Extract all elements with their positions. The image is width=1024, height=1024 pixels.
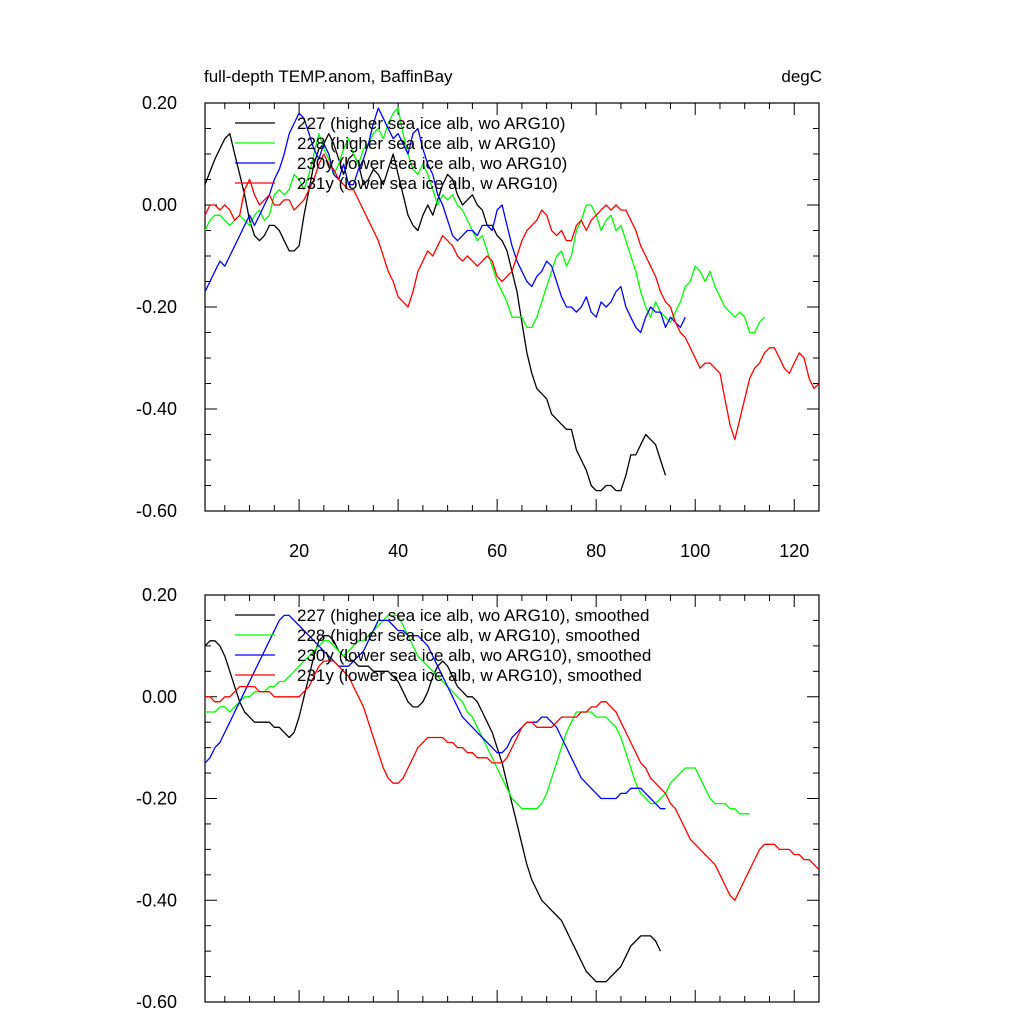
series-line-0 — [204, 635, 662, 983]
x-tick-label: 100 — [680, 541, 710, 561]
series-line-2 — [204, 107, 686, 334]
legend-label-3: 231y (lower sea ice alb, w ARG10) — [297, 174, 558, 193]
figure-title: full-depth TEMP.anom, BaffinBay — [204, 67, 453, 86]
series-line-1 — [204, 107, 765, 334]
bottom-panel: -0.60 -0.40 -0.20 0.00 0.20 227 (higher sea i… — [136, 585, 820, 1012]
y-tick-label: 0.00 — [142, 195, 177, 215]
series-line-3 — [205, 660, 820, 901]
legend-label-1: 228 (higher sea ice alb, w ARG10), smoot… — [297, 626, 640, 645]
y-tick-label: -0.20 — [136, 297, 177, 317]
x-tick-label: 40 — [388, 541, 408, 561]
x-tick-label: 60 — [487, 541, 507, 561]
units-label: degC — [781, 67, 822, 86]
legend-label-3: 231y (lower sea ice alb, w ARG10), smoot… — [297, 666, 642, 685]
y-tick-label: 0.00 — [142, 687, 177, 707]
legend-label-1: 228 (higher sea ice alb, w ARG10) — [297, 134, 556, 153]
x-tick-label: 80 — [586, 541, 606, 561]
x-tick-label: 120 — [779, 541, 809, 561]
y-tick-label: -0.60 — [136, 501, 177, 521]
y-tick-label: 0.20 — [142, 585, 177, 605]
y-tick-label: -0.40 — [136, 890, 177, 910]
series-line-1 — [205, 614, 750, 815]
legend-label-0: 227 (higher sea ice alb, wo ARG10) — [297, 114, 565, 133]
top-panel: -0.60 -0.40 -0.20 0.00 0.20 20 40 60 80 100 120 227… — [136, 93, 820, 561]
y-tick-label: 0.20 — [142, 93, 177, 113]
y-tick-label: -0.40 — [136, 399, 177, 419]
series-line-3 — [204, 153, 820, 441]
x-tick-label: 20 — [289, 541, 309, 561]
legend-label-2: 230y (lower sea ice alb, wo ARG10) — [297, 154, 567, 173]
legend-label-0: 227 (higher sea ice alb, wo ARG10), smoo… — [297, 606, 649, 625]
series-line-0 — [204, 132, 667, 492]
series-line-2 — [204, 614, 666, 810]
legend-label-2: 230y (lower sea ice alb, wo ARG10), smoo… — [297, 646, 651, 665]
y-tick-label: -0.20 — [136, 789, 177, 809]
y-tick-label: -0.60 — [136, 992, 177, 1012]
